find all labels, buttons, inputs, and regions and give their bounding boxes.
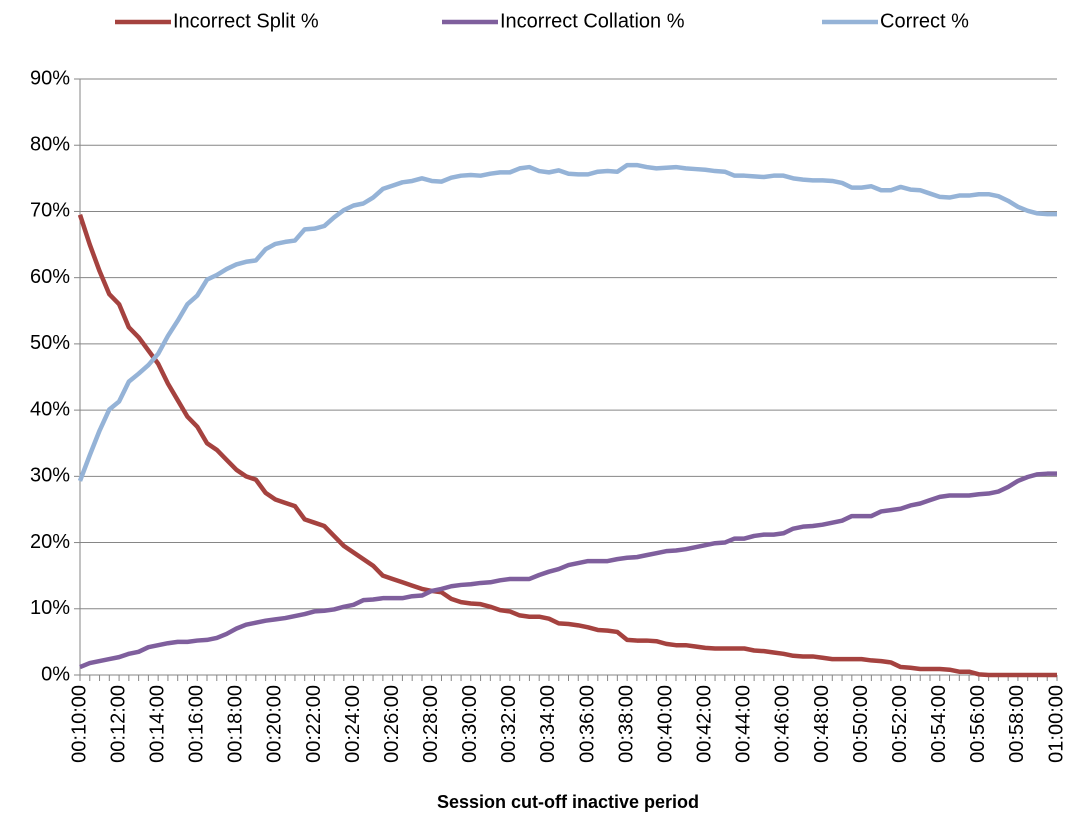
x-tick-label: 00:44:00 bbox=[733, 685, 755, 763]
y-tick-label: 10% bbox=[30, 597, 70, 619]
x-tick-label: 00:58:00 bbox=[1006, 685, 1028, 763]
x-tick-label: 00:56:00 bbox=[967, 685, 989, 763]
x-tick-label: 00:12:00 bbox=[107, 685, 129, 763]
series-line bbox=[77, 162, 1057, 482]
x-tick-label: 00:30:00 bbox=[459, 685, 481, 763]
x-tick-label: 00:36:00 bbox=[576, 685, 598, 763]
x-tick-label: 00:10:00 bbox=[68, 685, 90, 763]
x-tick-label: 00:38:00 bbox=[615, 685, 637, 763]
x-tick-label: 00:28:00 bbox=[420, 685, 442, 763]
y-tick-label: 0% bbox=[41, 663, 70, 685]
x-tick-label: 00:42:00 bbox=[694, 685, 716, 763]
x-tick-label: 00:50:00 bbox=[850, 685, 872, 763]
y-tick-label: 20% bbox=[30, 531, 70, 553]
y-tick-label: 40% bbox=[30, 398, 70, 420]
x-tick-label: 00:14:00 bbox=[146, 685, 168, 763]
y-tick-label: 90% bbox=[30, 67, 70, 89]
x-tick-label: 00:32:00 bbox=[498, 685, 520, 763]
x-tick-label: 00:54:00 bbox=[928, 685, 950, 763]
legend-label: Correct % bbox=[880, 10, 969, 32]
y-tick-label: 30% bbox=[30, 465, 70, 487]
x-tick-label: 00:20:00 bbox=[264, 685, 286, 763]
x-tick-label: 00:52:00 bbox=[889, 685, 911, 763]
x-axis-title: Session cut-off inactive period bbox=[437, 792, 699, 812]
series-line bbox=[77, 214, 1057, 678]
x-tick-label: 00:18:00 bbox=[225, 685, 247, 763]
legend-label: Incorrect Split % bbox=[173, 10, 319, 32]
y-tick-label: 80% bbox=[30, 134, 70, 156]
y-tick-label: 70% bbox=[30, 200, 70, 222]
legend-label: Incorrect Collation % bbox=[500, 10, 685, 32]
x-tick-label: 01:00:00 bbox=[1045, 685, 1067, 763]
y-tick-label: 60% bbox=[30, 266, 70, 288]
x-tick-label: 00:48:00 bbox=[811, 685, 833, 763]
x-tick-label: 00:24:00 bbox=[342, 685, 364, 763]
x-tick-label: 00:16:00 bbox=[186, 685, 208, 763]
series-line bbox=[79, 471, 1057, 670]
y-tick-label: 50% bbox=[30, 332, 70, 354]
x-tick-label: 00:46:00 bbox=[772, 685, 794, 763]
x-tick-label: 00:26:00 bbox=[381, 685, 403, 763]
x-tick-label: 00:34:00 bbox=[537, 685, 559, 763]
x-tick-label: 00:40:00 bbox=[654, 685, 676, 763]
x-tick-label: 00:22:00 bbox=[303, 685, 325, 763]
